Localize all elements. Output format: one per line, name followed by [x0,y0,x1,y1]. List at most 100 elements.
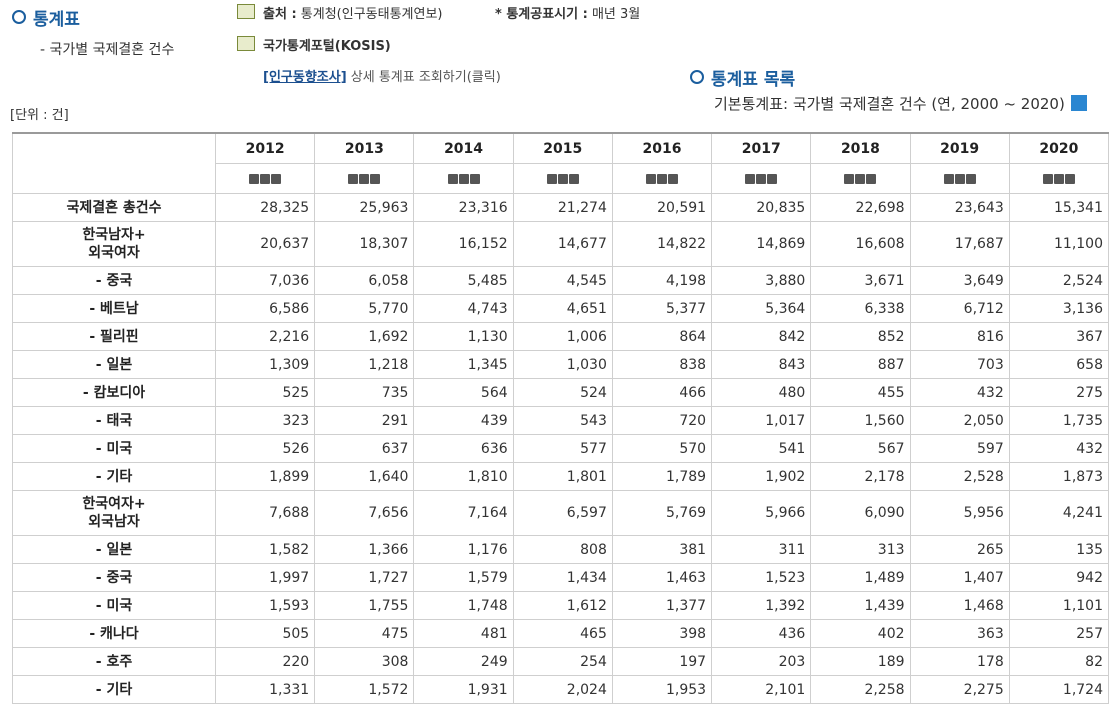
sort-button[interactable] [447,173,458,184]
cell: 249 [413,647,514,676]
cell: 135 [1008,535,1110,564]
list-title-text: 통계표 목록 [711,70,796,90]
cell: 1,345 [413,350,514,379]
cell: 505 [214,619,316,648]
sort-button[interactable] [1042,173,1053,184]
sort-button[interactable] [458,173,469,184]
cell: 1,572 [314,675,415,704]
sort-button[interactable] [656,173,667,184]
cell: 480 [711,378,812,407]
cell: 852 [810,322,911,351]
table-row: - 중국 1,997 1,727 1,579 1,434 1,463 1,523 1,489 1… [12,563,1110,592]
sort-button[interactable] [568,173,579,184]
cell: 1,489 [810,563,911,592]
cell: 3,649 [909,266,1010,295]
cell: 308 [314,647,415,676]
sort-button[interactable] [866,173,877,184]
sort-button[interactable] [359,173,370,184]
bullet [12,10,26,24]
sort-button[interactable] [1064,173,1075,184]
cell: 1,101 [1008,591,1110,620]
column-header: 2012 [214,132,316,164]
sort-button[interactable] [348,173,359,184]
sort-button[interactable] [469,173,480,184]
cell: 525 [214,378,316,407]
link[interactable]: [인구동향조사] [263,70,347,85]
title: 통계표 [12,5,80,30]
cell: 16,608 [810,221,911,267]
sort-button[interactable] [546,173,557,184]
row-label: - 베트남 [12,294,216,323]
release-value: 매년 3월 [591,7,641,22]
cell: 18,307 [314,221,415,267]
sort-cell [711,163,812,194]
table-row: - 기타 1,899 1,640 1,810 1,801 1,789 1,902 2,178 2… [12,462,1110,491]
cell: 220 [214,647,316,676]
cell: 3,880 [711,266,812,295]
cell: 4,545 [512,266,613,295]
sort-button[interactable] [645,173,656,184]
sort-button[interactable] [954,173,965,184]
sort-button[interactable] [370,173,381,184]
cell: 541 [711,434,812,463]
cell: 543 [512,406,613,435]
row-label: - 캐나다 [12,619,216,648]
table-row: - 캄보디아 525 735 564 524 466 480 455 432 275 [12,378,1110,407]
sort-button[interactable] [249,173,260,184]
cell: 265 [909,535,1010,564]
cell: 381 [611,535,713,564]
cell: 2,101 [711,675,812,704]
sort-cell [214,163,316,194]
bullet [690,70,704,84]
row-label: - 일본 [12,350,216,379]
cell: 842 [711,322,812,351]
sort-button[interactable] [557,173,568,184]
open-icon[interactable] [1070,95,1087,111]
cell: 577 [512,434,613,463]
row-label: - 중국 [12,266,216,295]
sort-button[interactable] [965,173,976,184]
cell: 475 [314,619,415,648]
cell: 1,017 [711,406,812,435]
sort-button[interactable] [767,173,778,184]
description[interactable]: 기본통계표: 국가별 국제결혼 건수 (연, 2000 ~ 2020) [714,95,1065,113]
sort-button[interactable] [943,173,954,184]
cell: 658 [1008,350,1110,379]
sort-button[interactable] [260,173,271,184]
sort-button[interactable] [745,173,756,184]
cell: 838 [611,350,713,379]
sort-button[interactable] [1053,173,1064,184]
cell: 20,835 [711,193,812,222]
cell: 311 [711,535,812,564]
title-text: 통계표 [33,10,80,30]
sort-button[interactable] [855,173,866,184]
cell: 6,058 [314,266,415,295]
sort-button[interactable] [844,173,855,184]
list-description: 기본통계표: 국가별 국제결혼 건수 (연, 2000 ~ 2020) [714,93,1087,114]
sort-button[interactable] [667,173,678,184]
cell: 14,677 [512,221,613,267]
list-title: 통계표 목록 [690,65,795,90]
table-row: - 미국 526 637 636 577 570 541 567 597 432 [12,434,1110,463]
cell: 1,366 [314,535,415,564]
data-table: 2012 2013 2014 2015 2016 2017 2018 2019 2020 국제결혼… [12,132,1110,704]
cell: 570 [611,434,713,463]
row-label: - 미국 [12,591,216,620]
portal[interactable]: 국가통계포털(KOSIS) [237,35,391,54]
sort-button[interactable] [756,173,767,184]
table-row: - 태국 323 291 439 543 720 1,017 1,560 2,050 1,735 [12,406,1110,435]
unit: [단위 : 건] [10,108,69,123]
portal-text[interactable]: 국가통계포털(KOSIS) [263,39,391,54]
cell: 1,640 [314,462,415,491]
cell: 2,216 [214,322,316,351]
sort-button[interactable] [271,173,282,184]
link-text[interactable]: 상세 통계표 조회하기(클릭) [350,70,501,85]
cell: 637 [314,434,415,463]
row-label: - 기타 [12,675,216,704]
cell: 1,612 [512,591,613,620]
cell: 7,036 [214,266,316,295]
sort-cell [810,163,911,194]
column-header: 2019 [909,132,1010,164]
cell: 1,582 [214,535,316,564]
cell: 808 [512,535,613,564]
